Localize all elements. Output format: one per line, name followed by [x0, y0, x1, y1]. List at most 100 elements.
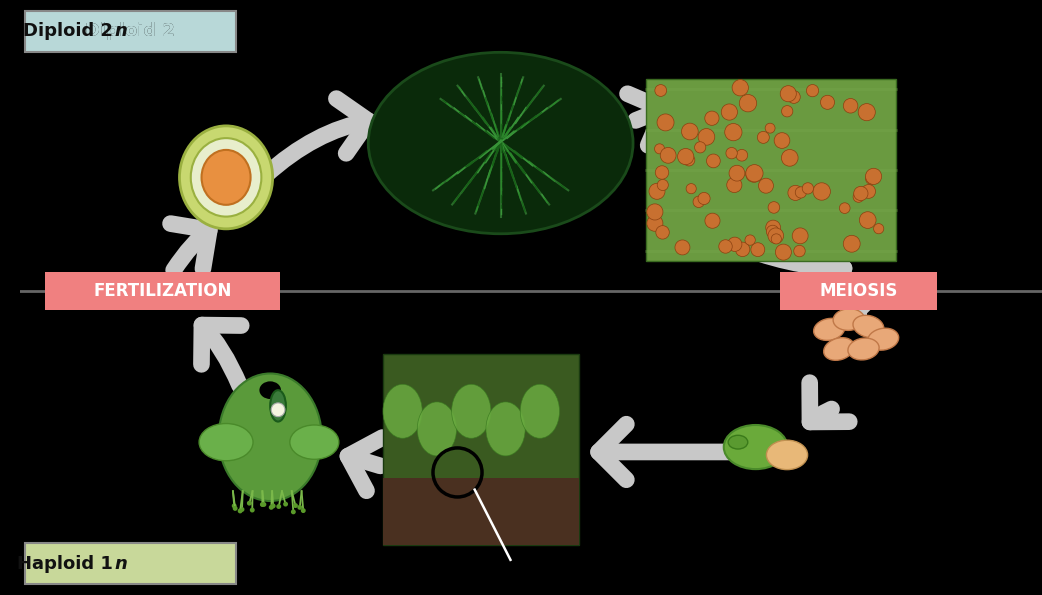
Circle shape: [684, 154, 695, 166]
Circle shape: [654, 84, 667, 96]
Circle shape: [853, 192, 864, 202]
Circle shape: [746, 165, 763, 182]
Circle shape: [262, 502, 267, 507]
Ellipse shape: [201, 150, 250, 205]
Text: n: n: [115, 22, 127, 40]
Circle shape: [301, 508, 305, 513]
Circle shape: [795, 187, 807, 198]
Ellipse shape: [868, 328, 898, 350]
Ellipse shape: [520, 384, 560, 439]
Circle shape: [788, 185, 803, 201]
Circle shape: [698, 129, 715, 145]
Text: MEIOSIS: MEIOSIS: [819, 282, 898, 300]
Circle shape: [725, 124, 742, 141]
Circle shape: [794, 245, 805, 257]
FancyBboxPatch shape: [25, 11, 235, 52]
Circle shape: [766, 226, 779, 238]
Circle shape: [719, 240, 733, 253]
Circle shape: [658, 180, 668, 190]
Ellipse shape: [834, 309, 865, 330]
Ellipse shape: [259, 381, 281, 399]
Text: n: n: [115, 555, 127, 573]
Ellipse shape: [823, 337, 854, 361]
Circle shape: [843, 235, 860, 252]
Circle shape: [788, 90, 800, 104]
Ellipse shape: [451, 384, 491, 439]
Text: Haploid 1: Haploid 1: [18, 555, 114, 573]
Circle shape: [813, 183, 830, 200]
Ellipse shape: [848, 338, 879, 360]
Circle shape: [802, 183, 814, 194]
Circle shape: [647, 215, 663, 231]
Circle shape: [775, 244, 791, 260]
Circle shape: [706, 154, 720, 168]
Circle shape: [250, 508, 254, 512]
Ellipse shape: [724, 425, 788, 469]
Circle shape: [739, 95, 756, 112]
Ellipse shape: [219, 374, 322, 501]
Circle shape: [686, 184, 696, 194]
Circle shape: [247, 501, 252, 506]
FancyArrowPatch shape: [627, 94, 664, 145]
Circle shape: [860, 212, 876, 228]
Circle shape: [271, 503, 276, 508]
Circle shape: [859, 104, 875, 121]
Ellipse shape: [290, 425, 339, 459]
Circle shape: [820, 95, 835, 109]
FancyArrowPatch shape: [266, 99, 369, 176]
Circle shape: [655, 166, 669, 179]
Circle shape: [654, 144, 665, 154]
Circle shape: [758, 131, 769, 143]
Circle shape: [862, 184, 875, 198]
Circle shape: [271, 403, 284, 416]
Ellipse shape: [199, 424, 253, 461]
FancyBboxPatch shape: [45, 273, 280, 310]
Circle shape: [276, 504, 281, 509]
Circle shape: [291, 509, 296, 514]
FancyArrowPatch shape: [598, 424, 734, 480]
Text: FERTILIZATION: FERTILIZATION: [93, 282, 231, 300]
Ellipse shape: [270, 390, 286, 421]
Ellipse shape: [191, 138, 262, 217]
Circle shape: [647, 204, 663, 220]
Circle shape: [768, 202, 779, 213]
Circle shape: [843, 99, 858, 113]
Circle shape: [853, 186, 868, 201]
Circle shape: [269, 505, 274, 510]
Circle shape: [232, 506, 238, 511]
FancyBboxPatch shape: [383, 478, 579, 545]
Circle shape: [745, 235, 755, 245]
Circle shape: [675, 240, 690, 255]
Circle shape: [283, 502, 288, 506]
FancyBboxPatch shape: [646, 79, 896, 261]
Circle shape: [721, 104, 738, 120]
Circle shape: [807, 84, 819, 97]
Circle shape: [751, 243, 765, 256]
Circle shape: [655, 226, 669, 239]
Circle shape: [240, 507, 245, 512]
Circle shape: [736, 149, 748, 161]
Circle shape: [727, 237, 742, 252]
FancyBboxPatch shape: [383, 354, 579, 545]
Circle shape: [658, 114, 674, 131]
Circle shape: [705, 213, 720, 228]
Circle shape: [661, 148, 676, 163]
Ellipse shape: [179, 126, 273, 229]
FancyArrowPatch shape: [348, 437, 382, 491]
Circle shape: [297, 505, 302, 510]
Text: Diploid 2: Diploid 2: [85, 22, 175, 40]
Circle shape: [698, 192, 710, 205]
Circle shape: [726, 148, 738, 159]
Circle shape: [866, 168, 882, 184]
Circle shape: [231, 503, 237, 508]
FancyArrowPatch shape: [201, 325, 241, 386]
FancyArrowPatch shape: [810, 383, 849, 422]
FancyArrowPatch shape: [830, 282, 887, 314]
Circle shape: [792, 228, 809, 244]
Circle shape: [238, 509, 243, 513]
Ellipse shape: [814, 318, 845, 340]
Circle shape: [693, 196, 704, 208]
Ellipse shape: [383, 384, 422, 439]
Ellipse shape: [417, 402, 456, 456]
Circle shape: [681, 123, 698, 140]
